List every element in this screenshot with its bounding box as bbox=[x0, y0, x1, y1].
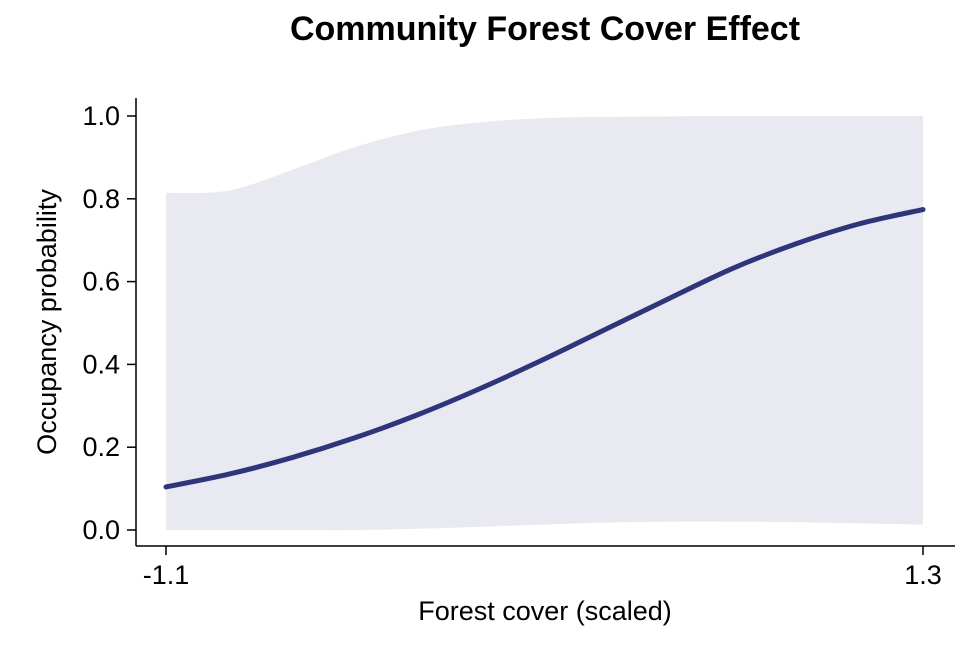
chart-title: Community Forest Cover Effect bbox=[290, 10, 800, 48]
x-axis-label: Forest cover (scaled) bbox=[418, 596, 672, 626]
mean-line bbox=[163, 207, 926, 490]
y-tick-label: 0.4 bbox=[82, 349, 120, 379]
y-tick-label: 0.6 bbox=[82, 267, 120, 297]
x-tick-label: -1.1 bbox=[143, 560, 190, 590]
y-axis-label: Occupancy probability bbox=[32, 189, 62, 455]
y-tick-label: 1.0 bbox=[82, 101, 120, 131]
y-tick-label: 0.8 bbox=[82, 184, 120, 214]
y-tick-label: 0.0 bbox=[82, 515, 120, 545]
plot-area: 0.0 0.2 0.4 0.6 0.8 1.0 -1.1 1.3 bbox=[82, 98, 955, 590]
y-tick-label: 0.2 bbox=[82, 432, 120, 462]
confidence-band bbox=[166, 115, 923, 531]
x-tick-label: 1.3 bbox=[904, 560, 942, 590]
